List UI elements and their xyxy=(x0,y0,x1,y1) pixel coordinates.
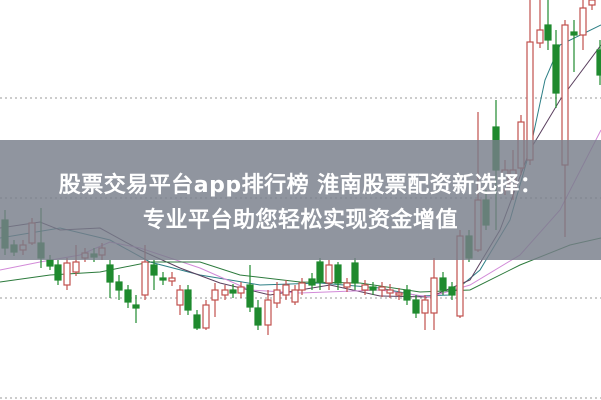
candle-down xyxy=(54,264,62,281)
candle-down xyxy=(106,264,114,283)
moving-average-line xyxy=(0,237,601,293)
candle-up xyxy=(325,264,333,284)
candle-up xyxy=(430,277,438,314)
candle-up xyxy=(264,299,272,326)
candle-up xyxy=(72,261,80,273)
candle-down xyxy=(193,314,201,329)
candle-up xyxy=(579,7,587,36)
candle-down xyxy=(412,299,420,314)
candle-up xyxy=(395,292,403,296)
candle-up xyxy=(386,289,394,294)
candle-up xyxy=(298,282,306,291)
candle-down xyxy=(308,278,316,286)
candle-down xyxy=(229,289,237,294)
candle-down xyxy=(115,281,123,291)
candle-up xyxy=(361,284,369,291)
candle-down xyxy=(124,289,132,303)
candle-down xyxy=(439,277,447,291)
candle-up xyxy=(378,286,386,291)
candle-up xyxy=(141,261,149,296)
candle-down xyxy=(403,289,411,301)
candle-down xyxy=(334,264,342,284)
candle-down xyxy=(570,31,578,36)
candle-up xyxy=(63,262,71,286)
candle-down xyxy=(246,284,254,308)
candle-down xyxy=(159,277,167,281)
candle-up xyxy=(588,0,596,6)
candle-up xyxy=(282,284,290,296)
candle-up xyxy=(273,289,281,304)
candle-down xyxy=(544,24,552,41)
candle-up xyxy=(221,289,229,296)
candle-down xyxy=(369,286,377,291)
candle-up xyxy=(421,299,429,314)
candle-down xyxy=(150,264,158,276)
title-line-2: 专业平台助您轻松实现资金增值 xyxy=(142,208,458,233)
candle-down xyxy=(254,307,262,326)
candle-up xyxy=(343,282,351,288)
candle-up xyxy=(291,289,299,303)
candle-down xyxy=(351,262,359,284)
candle-up xyxy=(176,289,184,306)
title-banner: 股票交易平台app排行榜 淮南股票配资新选择： 专业平台助您轻松实现资金增值 xyxy=(0,140,601,260)
candle-down xyxy=(552,44,560,94)
candle-down xyxy=(46,259,54,267)
candle-up xyxy=(536,29,544,44)
candle-down xyxy=(132,304,140,309)
candle-up xyxy=(202,304,210,329)
candle-up xyxy=(237,286,245,294)
candle-up xyxy=(211,289,219,301)
title-line-1: 股票交易平台app排行榜 淮南股票配资新选择： xyxy=(58,173,543,198)
candle-down xyxy=(316,261,324,283)
candle-down xyxy=(596,49,601,76)
candle-up xyxy=(168,277,176,282)
candle-down xyxy=(448,286,456,296)
candle-down xyxy=(184,289,192,311)
